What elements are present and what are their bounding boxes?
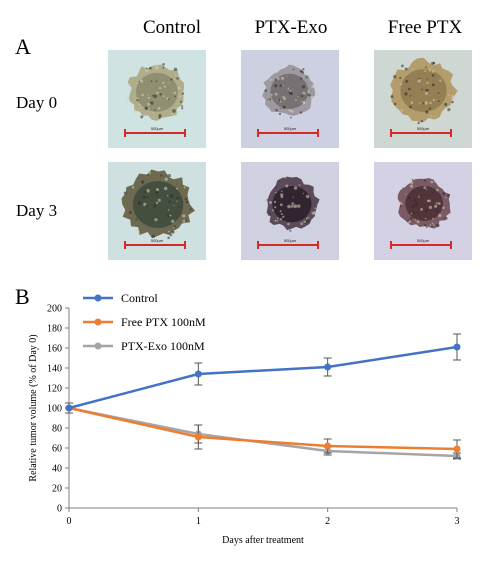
scale-bar bbox=[390, 129, 452, 137]
column-header-ptx-exo: PTX-Exo bbox=[254, 17, 328, 38]
legend-marker bbox=[94, 294, 102, 302]
y-tick-label: 100 bbox=[47, 404, 62, 415]
scale-bar bbox=[257, 129, 319, 137]
series-line bbox=[68, 406, 458, 451]
legend-marker bbox=[94, 318, 102, 326]
x-tick-label: 2 bbox=[325, 516, 330, 527]
y-tick-label: 40 bbox=[52, 464, 62, 475]
y-axis-label: Relative tumor volume (% of Day 0) bbox=[28, 334, 39, 481]
scale-bar-label: 500μm bbox=[416, 126, 430, 131]
legend-marker bbox=[94, 342, 102, 350]
x-tick-label: 3 bbox=[455, 516, 460, 527]
legend-entry: PTX-Exo 100nM bbox=[121, 339, 205, 353]
scale-bar-label: 500μm bbox=[416, 238, 430, 243]
scale-bar bbox=[257, 241, 319, 249]
data-point bbox=[65, 404, 73, 412]
scale-bar bbox=[124, 241, 186, 249]
y-tick-label: 200 bbox=[47, 304, 62, 315]
legend-entry: Free PTX 100nM bbox=[121, 315, 206, 329]
x-tick-label: 0 bbox=[67, 516, 72, 527]
y-tick-label: 120 bbox=[47, 384, 62, 395]
y-tick-label: 180 bbox=[47, 324, 62, 335]
micrograph-ptx-exo-day-0: 500μm bbox=[241, 50, 339, 148]
column-header-free-ptx: Free PTX bbox=[387, 17, 463, 38]
series-line bbox=[68, 345, 458, 410]
y-tick-label: 60 bbox=[52, 444, 62, 455]
y-tick-label: 140 bbox=[47, 364, 62, 375]
column-header-control: Control bbox=[142, 17, 202, 38]
scale-bar bbox=[124, 129, 186, 137]
scale-bar-label: 500μm bbox=[283, 238, 297, 243]
scale-bar-label: 500μm bbox=[150, 238, 164, 243]
scale-bar-label: 500μm bbox=[283, 126, 297, 131]
micrograph-control-day-3: 500μm bbox=[108, 162, 206, 260]
y-tick-label: 0 bbox=[57, 504, 62, 515]
legend-entry: Control bbox=[121, 291, 158, 305]
tumor-volume-line-chart: 0 20 40 60 80 100 120 140 160 180 200 0 1 2 3 Days afte… bbox=[28, 291, 461, 546]
data-point bbox=[194, 433, 202, 441]
x-axis-label: Days after treatment bbox=[222, 535, 304, 546]
data-point bbox=[324, 363, 332, 371]
panel-a-label: A bbox=[15, 34, 31, 59]
data-point bbox=[194, 370, 202, 378]
panel-b-label: B bbox=[15, 284, 30, 309]
data-point bbox=[324, 442, 332, 450]
y-tick-label: 80 bbox=[52, 424, 62, 435]
micrograph-free-ptx-day-0: 500μm bbox=[374, 50, 472, 148]
row-header-day-0: Day 0 bbox=[16, 93, 58, 112]
y-tick-label: 160 bbox=[47, 344, 62, 355]
data-point bbox=[453, 343, 461, 351]
micrograph-control-day-0: 500μm bbox=[108, 50, 206, 148]
data-point bbox=[453, 445, 461, 453]
scale-bar-label: 500μm bbox=[150, 126, 164, 131]
micrograph-ptx-exo-day-3: 500μm bbox=[241, 162, 339, 260]
x-tick-label: 1 bbox=[196, 516, 201, 527]
row-header-day-3: Day 3 bbox=[16, 201, 58, 220]
y-tick-label: 20 bbox=[52, 484, 62, 495]
scale-bar bbox=[390, 241, 452, 249]
micrograph-free-ptx-day-3: 500μm bbox=[374, 162, 472, 260]
